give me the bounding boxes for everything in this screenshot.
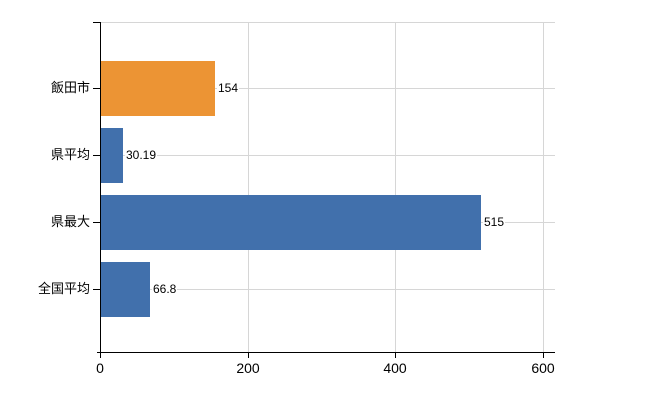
gridline-horizontal xyxy=(100,289,555,290)
value-label: 515 xyxy=(483,215,506,229)
gridline-top-edge xyxy=(100,22,555,23)
bar-県平均 xyxy=(101,128,123,183)
x-tick-label: 400 xyxy=(383,360,407,376)
x-tick xyxy=(395,352,396,358)
category-tick xyxy=(93,222,100,223)
gridline-horizontal xyxy=(100,88,555,89)
x-tick-label: 200 xyxy=(236,360,260,376)
y-axis xyxy=(100,22,101,352)
x-tick xyxy=(100,352,101,358)
value-label: 66.8 xyxy=(152,282,178,296)
gridline-vertical xyxy=(395,22,396,352)
value-label: 30.19 xyxy=(125,148,158,162)
x-tick-label: 0 xyxy=(96,360,104,376)
x-tick-label: 600 xyxy=(531,360,555,376)
category-label: 県最大 xyxy=(50,214,90,229)
bar-県最大 xyxy=(101,195,481,250)
gridline-vertical xyxy=(248,22,249,352)
x-tick xyxy=(543,352,544,358)
bar-全国平均 xyxy=(101,262,150,317)
value-label: 154 xyxy=(217,81,240,95)
category-tick xyxy=(93,289,100,290)
category-tick xyxy=(93,155,100,156)
category-tick xyxy=(93,88,100,89)
y-axis-top-tick xyxy=(93,22,100,23)
gridline-horizontal xyxy=(100,155,555,156)
x-tick xyxy=(248,352,249,358)
bar-飯田市 xyxy=(101,61,215,116)
category-label: 飯田市 xyxy=(50,80,90,95)
category-label: 県平均 xyxy=(50,147,90,162)
category-label: 全国平均 xyxy=(37,281,90,296)
x-axis xyxy=(97,352,555,353)
gridline-vertical xyxy=(543,22,544,352)
